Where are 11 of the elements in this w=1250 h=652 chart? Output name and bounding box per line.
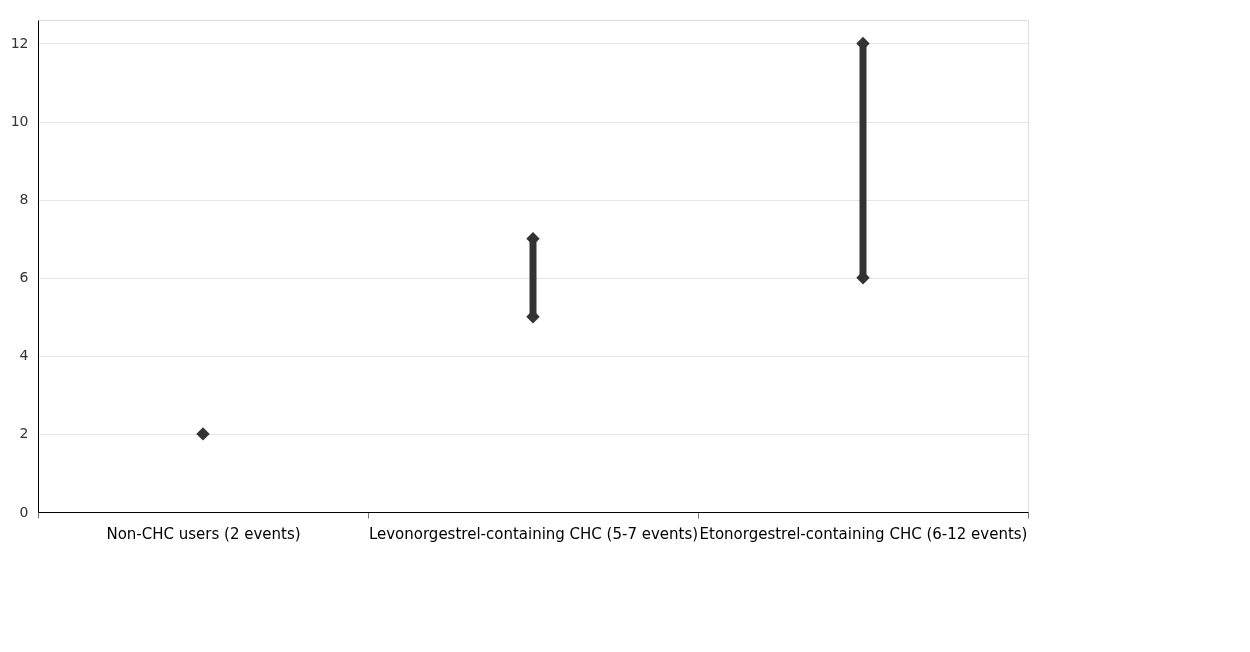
y-tick-label: 2: [19, 425, 29, 442]
x-tick-label: Non-CHC users (2 events): [106, 524, 301, 543]
y-tick-label: 0: [19, 503, 29, 520]
x-tick-label: Etonorgestrel-containing CHC (6-12 events): [699, 524, 1028, 543]
y-tick-label: 6: [19, 269, 29, 286]
point: [196, 427, 210, 441]
y-tick-label: 4: [19, 347, 29, 364]
y-tick-label: 8: [19, 191, 29, 208]
y-tick-label: 12: [10, 34, 29, 51]
x-tick-label: Levonorgestrel-containing CHC (5-7 events): [368, 524, 699, 543]
y-tick-label: 10: [10, 113, 29, 130]
